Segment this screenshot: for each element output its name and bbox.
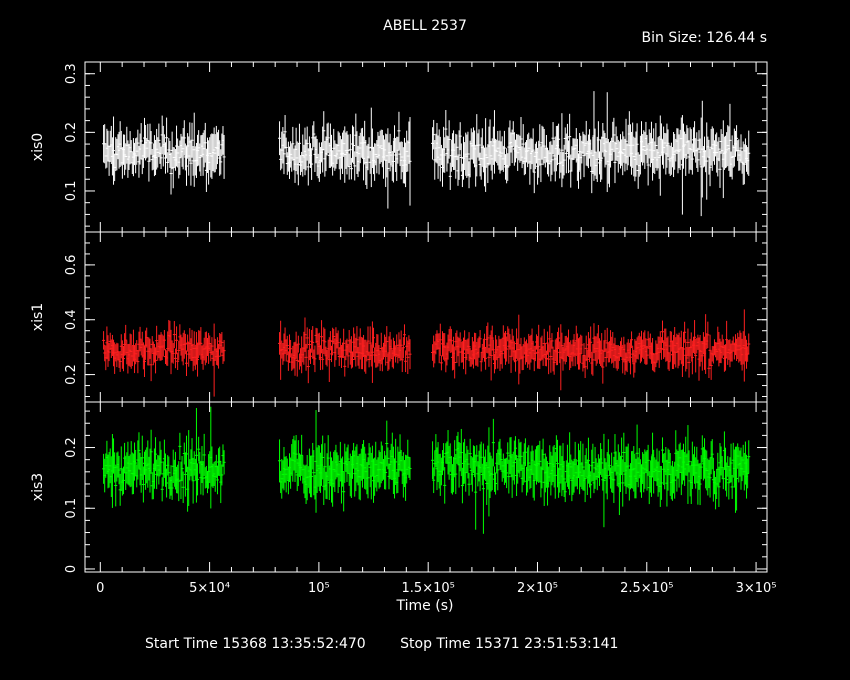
- x-tick-label: 2.5×10⁵: [620, 581, 673, 596]
- xis0-y-tick-label: 0.2: [64, 122, 79, 143]
- time-range-footer: Start Time 15368 13:35:52:470 Stop Time …: [145, 636, 648, 652]
- stop-time: Stop Time 15371 23:51:53:141: [400, 636, 619, 652]
- xis0-y-axis-label: xis0: [30, 133, 46, 161]
- xis1-y-axis-label: xis1: [30, 303, 46, 331]
- xis3-y-axis-label: xis3: [30, 473, 46, 501]
- xis0-y-tick-label: 0.1: [64, 181, 79, 202]
- x-axis-label: Time (s): [396, 598, 454, 614]
- xis1-y-tick-label: 0.2: [64, 364, 79, 385]
- start-time: Start Time 15368 13:35:52:470: [145, 636, 366, 652]
- xis1-y-tick-label: 0.4: [64, 309, 79, 330]
- xis1-y-tick-label: 0.6: [64, 255, 79, 276]
- x-tick-label: 10⁵: [308, 581, 330, 596]
- xis0-y-tick-label: 0.3: [64, 63, 79, 84]
- xis3-y-tick-label: 0.2: [64, 437, 79, 458]
- xis3-y-tick-label: 0: [64, 565, 79, 573]
- x-tick-label: 5×10⁴: [189, 581, 230, 596]
- xis3-panel-frame: [84, 401, 768, 573]
- xis1-panel-frame: [84, 231, 768, 403]
- chart-title: ABELL 2537: [383, 18, 467, 34]
- x-tick-label: 2×10⁵: [517, 581, 558, 596]
- x-tick-label: 3×10⁵: [736, 581, 777, 596]
- bin-size-label: Bin Size: 126.44 s: [641, 30, 767, 46]
- x-tick-label: 1.5×10⁵: [402, 581, 455, 596]
- x-tick-label: 0: [96, 581, 104, 596]
- xis3-y-tick-label: 0.1: [64, 498, 79, 519]
